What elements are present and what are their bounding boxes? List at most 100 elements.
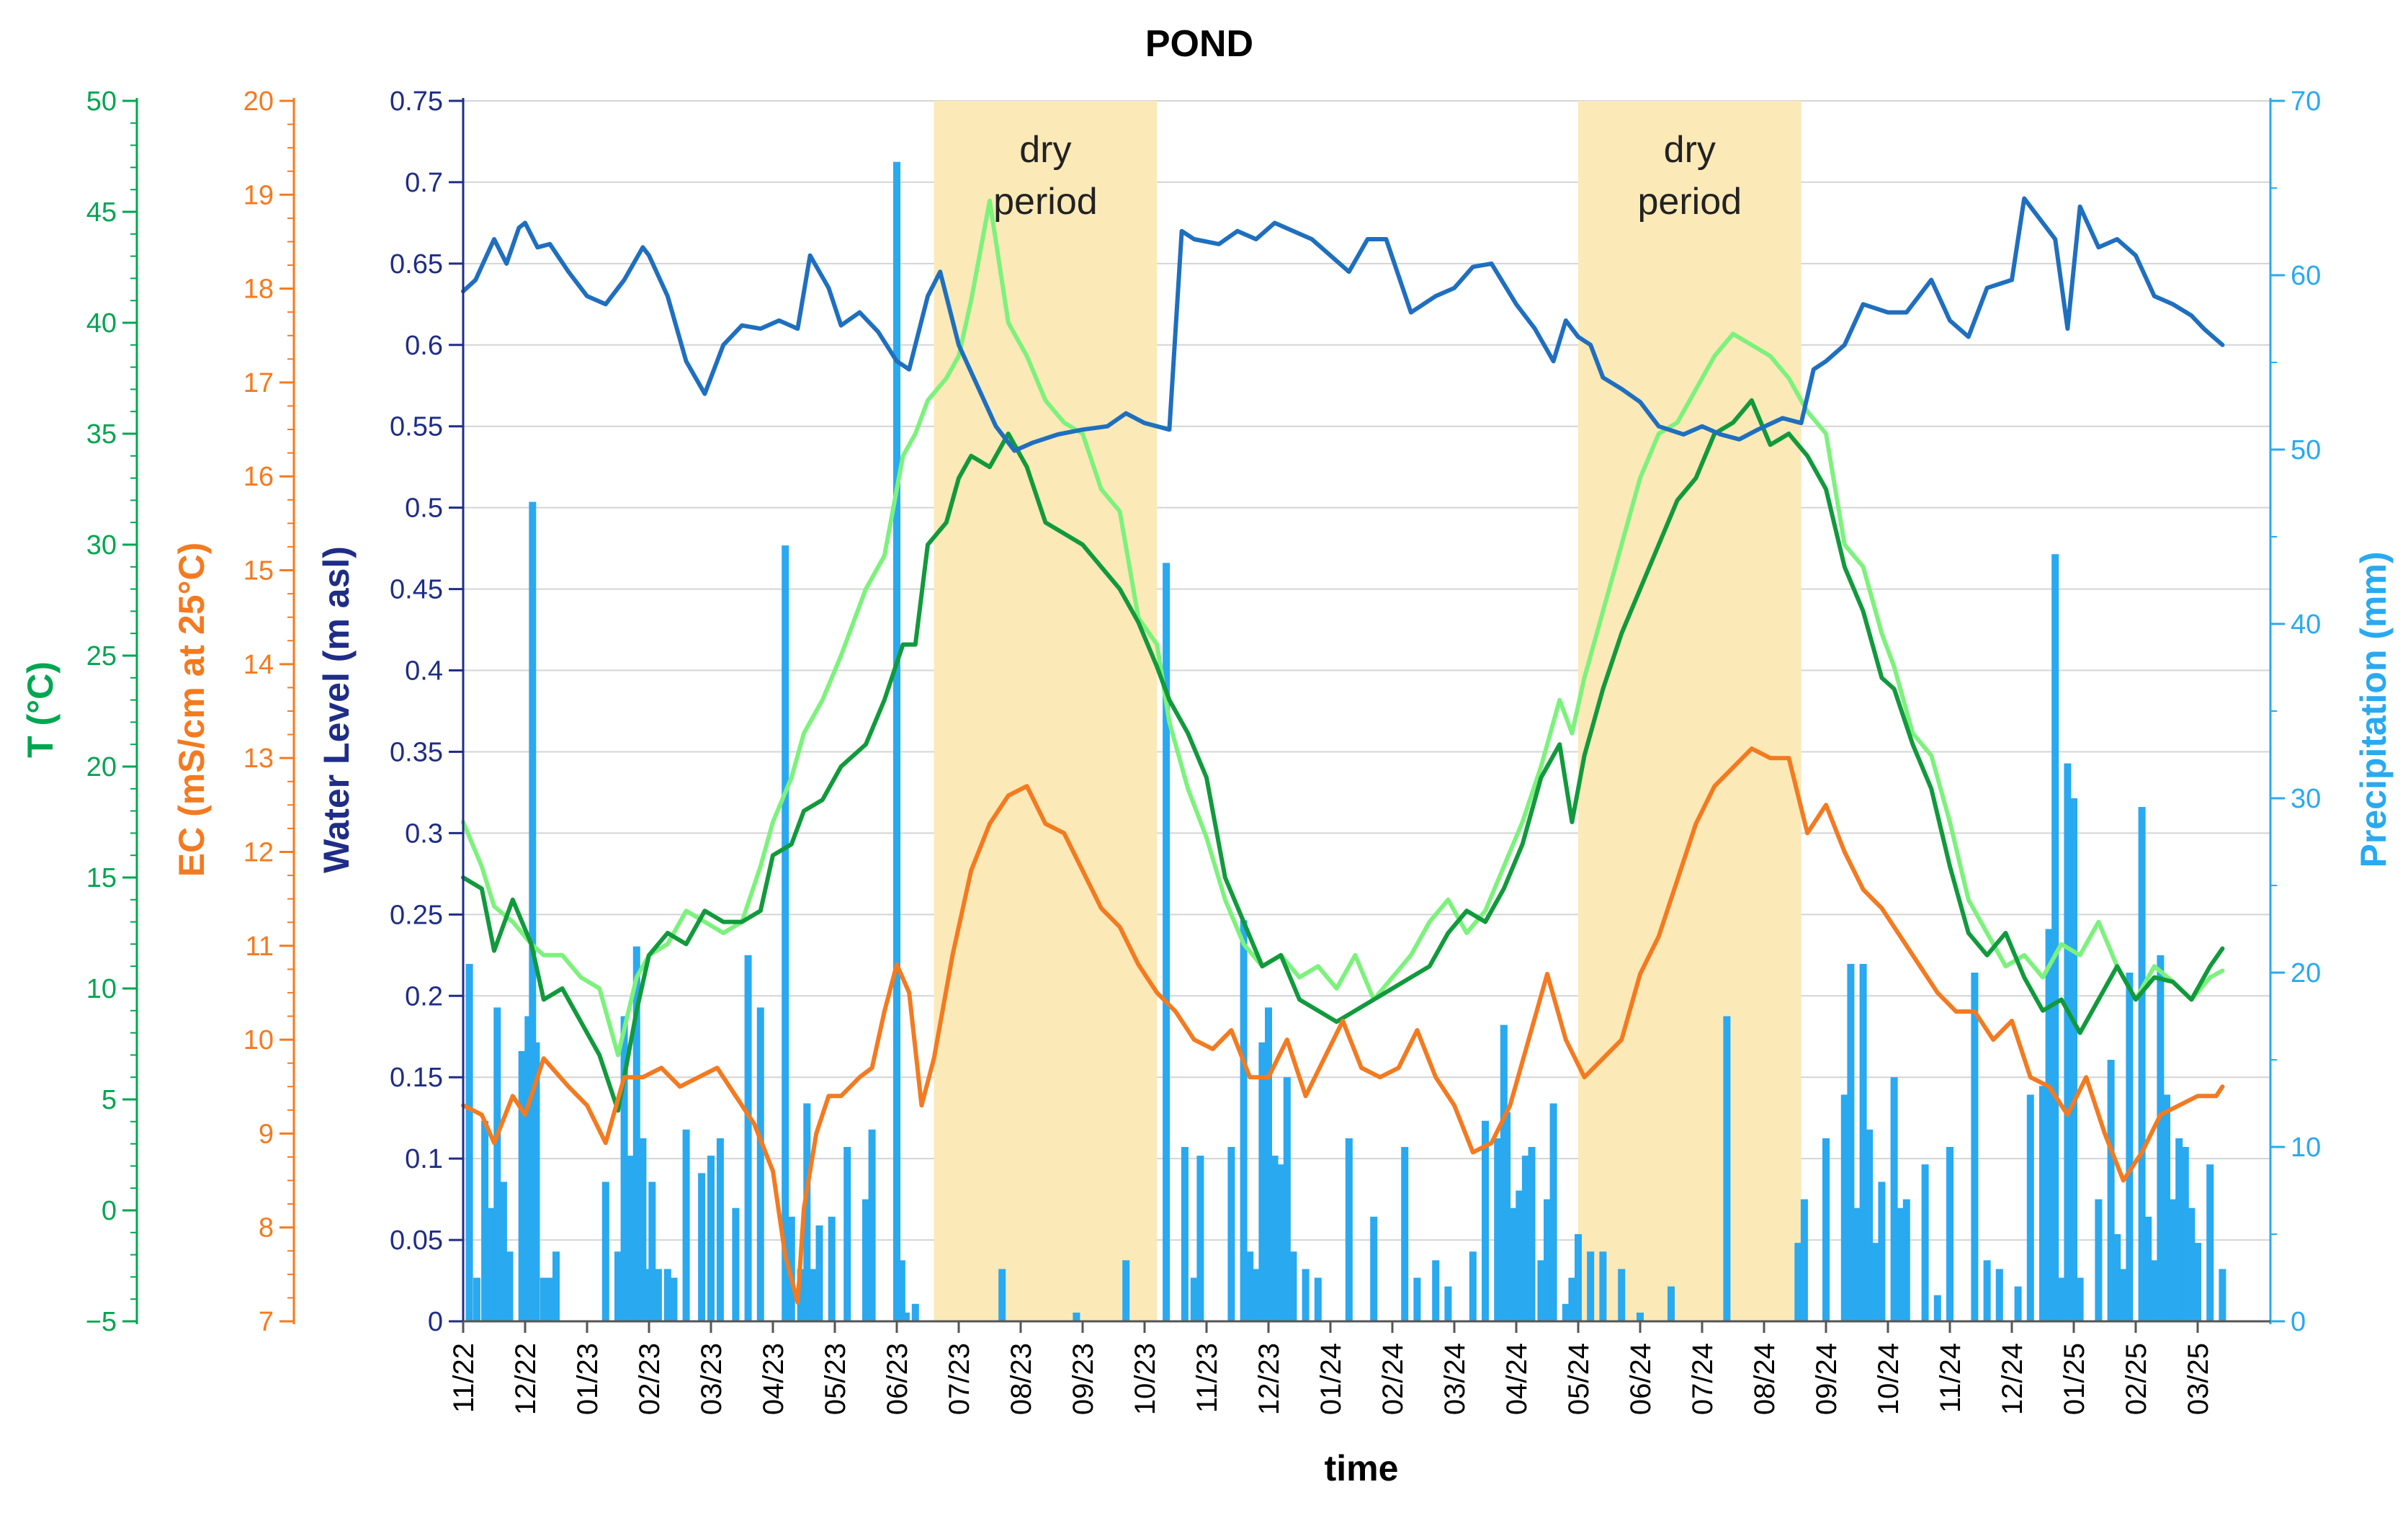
precipitation-bar <box>614 1251 622 1321</box>
x-tick-label: 12/22 <box>510 1343 542 1415</box>
precipitation-bar <box>481 1120 489 1321</box>
precipitation-bar <box>1283 1077 1291 1321</box>
dry-period-labels: dry period dry period <box>993 129 1742 223</box>
precipitation-bar <box>797 1269 805 1321</box>
dry-period-band <box>934 101 1158 1321</box>
precipitation-bar <box>1946 1147 1953 1321</box>
precipitation-bar <box>1822 1138 1830 1321</box>
precipitation-bar <box>2014 1286 2022 1321</box>
precipitation-bar <box>540 1277 547 1321</box>
water-level-tick-label: 0.4 <box>405 656 443 687</box>
ec-tick-label: 8 <box>259 1213 274 1244</box>
x-tick-label: 03/23 <box>696 1343 728 1415</box>
precipitation-bar <box>707 1156 715 1321</box>
water-level-tick-label: 0 <box>428 1307 443 1337</box>
precipitation-bar <box>1544 1199 1551 1321</box>
ec-tick-label: 10 <box>243 1025 274 1055</box>
precipitation-bar <box>1871 1243 1879 1321</box>
precipitation-bar <box>1587 1251 1595 1321</box>
precipitation-bar <box>2070 798 2077 1321</box>
precipitation-bar <box>2126 973 2134 1321</box>
ec-tick-label: 17 <box>243 368 274 398</box>
temperature-tick-label: 50 <box>86 86 117 117</box>
precipitation-bar <box>1370 1216 1378 1321</box>
precipitation-bars <box>465 161 2226 1322</box>
precipitation-bar <box>843 1147 851 1321</box>
precipitation-bar <box>1897 1207 1905 1321</box>
precipitation-bar <box>1444 1286 1452 1321</box>
water-level-tick-label: 0.2 <box>405 981 443 1012</box>
ec-tick-label: 13 <box>243 744 274 774</box>
x-tick-label: 10/24 <box>1873 1343 1905 1415</box>
precipitation-bar <box>2076 1277 2084 1321</box>
precipitation-bar <box>506 1251 514 1321</box>
precipitation-bar <box>2113 1234 2121 1321</box>
precipitation-bar <box>1921 1164 1929 1321</box>
precipitation-bar <box>663 1269 671 1321</box>
precipitation-bar <box>1494 1138 1502 1321</box>
precipitation-bar <box>1432 1260 1440 1321</box>
precipitation-bar <box>1181 1147 1189 1321</box>
precipitation-bar <box>998 1269 1006 1321</box>
x-tick-label: 11/24 <box>1935 1343 1966 1413</box>
x-tick-label: 09/23 <box>1068 1343 1099 1415</box>
x-tick-label: 12/24 <box>1997 1343 2028 1415</box>
precipitation-bar <box>787 1216 795 1321</box>
x-tick-label: 04/23 <box>758 1343 789 1415</box>
x-tick-label: 06/23 <box>882 1343 913 1415</box>
precipitation-bar <box>902 1312 910 1321</box>
water-level-tick-label: 0.1 <box>405 1144 443 1174</box>
ec-tick-label: 14 <box>243 650 274 680</box>
water-level-tick-label: 0.6 <box>405 331 443 361</box>
precipitation-bar <box>1890 1077 1898 1321</box>
precipitation-tick-label: 0 <box>2291 1307 2306 1337</box>
precipitation-bar <box>2150 1260 2158 1321</box>
precipitation-bar <box>465 963 473 1321</box>
x-tick-label: 11/22 <box>448 1343 480 1413</box>
temperature-tick-label: 15 <box>86 863 117 893</box>
precipitation-bar <box>1271 1156 1279 1321</box>
precipitation-bar <box>2026 1094 2034 1321</box>
precipitation-bar <box>2175 1138 2183 1321</box>
ec-tick-label: 16 <box>243 462 274 492</box>
water-level-axis-label: Water Level (m asl) <box>316 546 357 873</box>
precipitation-bar <box>632 946 640 1321</box>
temperature-tick-label: 30 <box>86 530 117 561</box>
precipitation-bar <box>1618 1269 1626 1321</box>
precipitation-bar <box>670 1277 678 1321</box>
water-level-tick-label: 0.5 <box>405 494 443 524</box>
water-level-tick-label: 0.55 <box>390 412 443 442</box>
precipitation-bar <box>499 1182 507 1321</box>
precipitation-bar <box>2119 1269 2127 1321</box>
precipitation-bar <box>1073 1312 1080 1321</box>
x-tick-label: 12/23 <box>1253 1343 1285 1415</box>
dry-period-label-line2: period <box>1638 181 1742 223</box>
precipitation-bar <box>2157 955 2165 1321</box>
precipitation-bar <box>1723 1016 1731 1321</box>
precipitation-bar <box>1800 1199 1808 1321</box>
precipitation-bar <box>1503 1112 1511 1321</box>
precipitation-bar <box>1528 1147 1536 1321</box>
water-level-tick-label: 0.45 <box>390 575 443 605</box>
x-tick-label: 01/23 <box>572 1343 604 1415</box>
precipitation-bar <box>1289 1251 1297 1321</box>
precipitation-tick-label: 60 <box>2291 261 2321 291</box>
x-tick-label: 02/23 <box>634 1343 666 1415</box>
precipitation-bar <box>732 1207 740 1321</box>
x-tick-label: 05/24 <box>1563 1343 1595 1415</box>
data-lines <box>461 196 2225 1305</box>
water-level-tick-label: 0.65 <box>390 249 443 280</box>
precipitation-tick-label: 10 <box>2291 1133 2321 1163</box>
precipitation-bar <box>1258 1042 1266 1321</box>
precipitation-bar <box>756 1007 764 1321</box>
precipitation-bar <box>532 1042 540 1321</box>
temperature-tick-label: 35 <box>86 419 117 450</box>
precipitation-bar <box>698 1173 706 1321</box>
precipitation-bar <box>1847 963 1855 1321</box>
precipitation-bar <box>639 1138 647 1321</box>
precipitation-bar <box>2064 763 2072 1321</box>
precipitation-tick-label: 50 <box>2291 435 2321 465</box>
precipitation-bar <box>1562 1303 1570 1321</box>
ec-tick-label: 12 <box>243 837 274 867</box>
